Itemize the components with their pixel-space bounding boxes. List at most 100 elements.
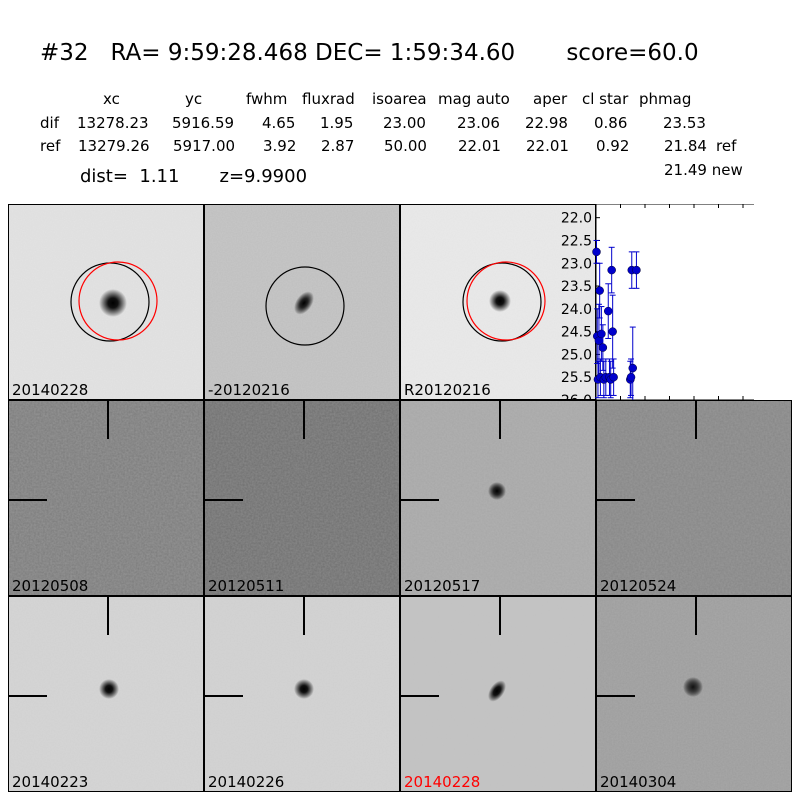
dist-z-line: dist= 1.11 z=9.9900 [80,166,308,187]
ref-phmag: 21.84 [664,137,707,155]
data-point [608,327,617,336]
ref-yc: 5917.00 [173,137,236,155]
y-tick-label: 25.0 [561,347,592,363]
col-header-cl-star: cl star [582,90,629,108]
stamp-image [9,597,203,791]
y-tick-label: 24.0 [561,302,592,318]
dif-mag-auto: 23.06 [457,114,500,132]
dif-circle [466,261,546,341]
ref-mag-auto: 22.01 [458,137,501,155]
crosshair-vertical [695,401,697,439]
stamp-panel-epoch: 20140228 [400,596,596,792]
col-header-phmag: phmag [639,90,692,108]
stamp-panel-epoch: 20120517 [400,400,596,596]
dif-fwhm: 4.65 [262,114,296,132]
panel-label: -20120216 [208,381,290,399]
stamp-panel-epoch: 20120508 [8,400,204,596]
panel-label: 20140223 [12,773,89,791]
panel-label: 20140226 [208,773,285,791]
stamp-image [205,401,399,595]
col-header-fluxrad: fluxrad [302,90,355,108]
crosshair-vertical [107,597,109,635]
panel-label: R20120216 [404,381,491,399]
stamp-panel-epoch: 20140223 [8,596,204,792]
stamp-panel-epoch: 20120511 [204,400,400,596]
data-point [592,247,601,257]
ref-aper: 22.01 [526,137,569,155]
y-tick-label: 23.5 [561,279,592,295]
ref-circle [462,262,542,342]
row-label-ref: ref [40,137,61,155]
stamp-panel-epoch: 20120524 [596,400,792,596]
stamp-image [205,597,399,791]
stamp-image [597,597,791,791]
ref-extra: ref [716,137,737,155]
dif-cl-star: 0.86 [594,114,628,132]
crosshair-vertical [303,401,305,439]
dif-yc: 5916.59 [172,114,235,132]
data-point [597,329,606,339]
stamp-image [9,205,203,399]
new-mag: 21.49 new [664,161,743,179]
panel-label: 20140304 [600,773,677,791]
crosshair-horizontal [401,499,439,501]
ref-isoarea: 50.00 [384,137,427,155]
ref-fwhm: 3.92 [263,137,297,155]
col-header-fwhm: fwhm [246,90,288,108]
stamp-panel-epoch: 20140226 [204,596,400,792]
stamp-image [401,597,595,791]
ref-circle [265,266,345,346]
stamp-panel-ref: R20120216 [400,204,596,400]
row-label-dif: dif [40,114,59,132]
crosshair-vertical [107,401,109,439]
stamp-panel-diff: -20120216 [204,204,400,400]
y-tick-label: 23.0 [561,256,592,272]
y-tick-label: 25.5 [561,370,592,386]
col-header-isoarea: isoarea [372,90,427,108]
data-point [607,265,616,275]
panel-label: 20140228 [12,381,89,399]
panel-label: 20140228 [404,773,481,791]
dif-aper: 22.98 [525,114,568,132]
stamp-panel-epoch: 20140304 [596,596,792,792]
stamp-image [401,205,595,399]
panel-label: 20120511 [208,577,285,595]
data-point [628,363,637,373]
col-header-yc: yc [185,90,203,108]
data-point [626,372,636,382]
crosshair-horizontal [401,695,439,697]
ref-fluxrad: 2.87 [321,137,355,155]
crosshair-vertical [499,401,501,439]
stamp-image [9,401,203,595]
dif-fluxrad: 1.95 [320,114,354,132]
data-point [595,286,604,295]
col-header-aper: aper [533,90,568,108]
crosshair-horizontal [597,695,635,697]
dif-isoarea: 23.00 [383,114,426,132]
crosshair-horizontal [597,499,635,501]
stamp-image [401,401,595,595]
y-tick-label: 24.5 [561,325,592,341]
stamp-image [205,205,399,399]
stamp-image [597,401,791,595]
crosshair-vertical [303,597,305,635]
dif-phmag: 23.53 [663,114,706,132]
crosshair-horizontal [205,695,243,697]
panel-label: 20120508 [12,577,89,595]
data-point [609,372,618,382]
plot-frame [595,204,754,401]
candidate-title: #32 RA= 9:59:28.468 DEC= 1:59:34.60 scor… [40,40,699,66]
light-curve-svg: 22.022.523.023.524.024.525.025.526.00100… [561,204,754,419]
col-header-mag-auto: mag auto [438,90,510,108]
y-tick-label: 22.0 [561,211,592,227]
panel-label: 20120524 [600,577,677,595]
crosshair-vertical [499,597,501,635]
crosshair-horizontal [9,499,47,501]
crosshair-vertical [695,597,697,635]
dif-xc: 13278.23 [77,114,149,132]
crosshair-horizontal [205,499,243,501]
data-point [598,343,608,352]
ref-cl-star: 0.92 [596,137,630,155]
data-point [632,265,641,275]
data-point [604,306,613,316]
